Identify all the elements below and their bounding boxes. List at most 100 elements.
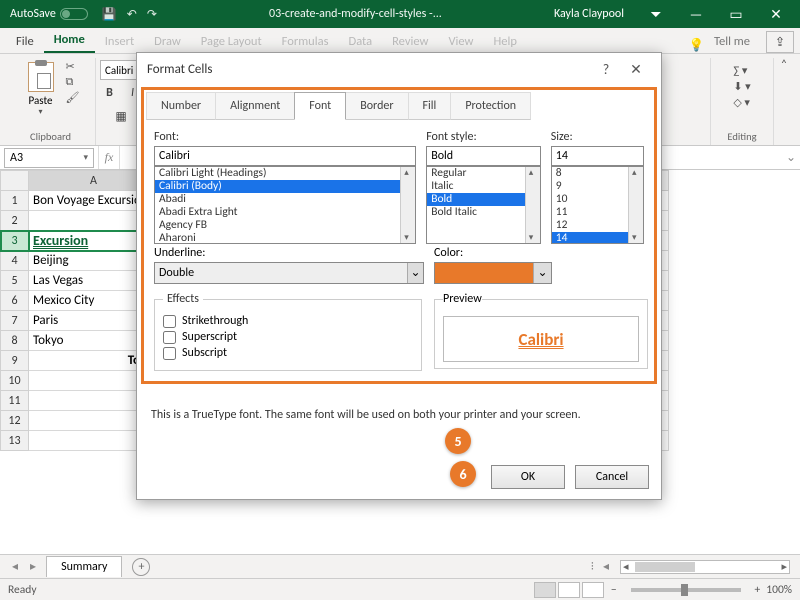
fontstyle-input[interactable] xyxy=(426,146,541,166)
sheet-nav-next-icon[interactable]: ▸ xyxy=(24,559,42,574)
autosave-toggle[interactable] xyxy=(60,8,88,20)
ribbon-options-icon[interactable]: ⏷ xyxy=(636,6,676,23)
row-header[interactable]: 6 xyxy=(1,291,29,311)
font-name-value: Calibri xyxy=(105,64,133,77)
dtab-fill[interactable]: Fill xyxy=(408,92,452,120)
ribbon-collapse-icon[interactable]: ˄ xyxy=(774,58,794,145)
dtab-font[interactable]: Font xyxy=(294,92,346,120)
chevron-down-icon: ⌄ xyxy=(533,263,551,283)
tab-draw[interactable]: Draw xyxy=(144,30,191,53)
horizontal-scrollbar[interactable] xyxy=(620,560,790,574)
maximize-icon[interactable]: ▭ xyxy=(716,6,756,23)
scrollbar[interactable] xyxy=(400,167,415,243)
cancel-button[interactable]: Cancel xyxy=(575,465,649,489)
row-header[interactable]: 2 xyxy=(1,211,29,231)
color-combo[interactable]: ⌄ xyxy=(434,262,552,284)
zoom-out-button[interactable]: − xyxy=(611,583,617,597)
view-pagebreak-icon[interactable] xyxy=(582,582,604,598)
color-label: Color: xyxy=(434,246,648,260)
row-header[interactable]: 3 xyxy=(1,231,29,251)
fontstyle-label: Font style: xyxy=(426,130,541,144)
dialog-close-icon[interactable]: ✕ xyxy=(621,61,651,78)
fx-icon[interactable]: fx xyxy=(98,146,120,169)
list-item[interactable]: Calibri (Body) xyxy=(155,180,415,193)
list-item[interactable]: Aharoni xyxy=(155,232,415,244)
autosum-icon[interactable]: ∑ ▾ xyxy=(733,64,750,77)
tab-view[interactable]: View xyxy=(438,30,483,53)
row-header[interactable]: 8 xyxy=(1,331,29,351)
add-sheet-button[interactable]: + xyxy=(132,558,150,576)
row-header[interactable]: 5 xyxy=(1,271,29,291)
tab-file[interactable]: File xyxy=(6,30,44,53)
tab-formulas[interactable]: Formulas xyxy=(272,30,339,53)
cut-icon[interactable]: ✂ xyxy=(66,60,80,73)
dtab-number[interactable]: Number xyxy=(146,92,216,120)
sheet-tab[interactable]: Summary xyxy=(46,556,122,577)
sheet-split-icon[interactable]: ⁝ ◂ xyxy=(590,559,612,574)
dialog-help-icon[interactable]: ? xyxy=(591,61,621,78)
dtab-protection[interactable]: Protection xyxy=(450,92,531,120)
status-ready: Ready xyxy=(8,583,37,597)
undo-icon[interactable]: ↶ xyxy=(127,7,137,22)
row-header[interactable]: 4 xyxy=(1,251,29,271)
border-button[interactable]: ▦ xyxy=(111,106,131,126)
autosave[interactable]: AutoSave xyxy=(10,7,88,21)
row-header[interactable]: 13 xyxy=(1,431,29,451)
name-box[interactable]: A3▾ xyxy=(4,148,94,168)
size-input[interactable] xyxy=(551,146,644,166)
effects-label: Effects xyxy=(163,292,203,306)
row-header[interactable]: 1 xyxy=(1,191,29,211)
name-box-value: A3 xyxy=(10,151,23,165)
row-header[interactable]: 9 xyxy=(1,351,29,371)
size-listbox[interactable]: 8 9 10 11 12 14 xyxy=(551,166,644,244)
view-pagelayout-icon[interactable] xyxy=(558,582,580,598)
paste-button[interactable]: Paste ▾ xyxy=(22,60,60,117)
dtab-border[interactable]: Border xyxy=(345,92,408,120)
user-name[interactable]: Kayla Claypool xyxy=(554,7,624,21)
title-bar: AutoSave 💾 ↶ ↷ 03-create-and-modify-cell… xyxy=(0,0,800,28)
superscript-checkbox[interactable]: Superscript xyxy=(163,330,413,344)
font-listbox[interactable]: Calibri Light (Headings) Calibri (Body) … xyxy=(154,166,416,244)
fill-icon[interactable]: ⬇ ▾ xyxy=(733,80,750,93)
row-header[interactable]: 12 xyxy=(1,411,29,431)
sheet-nav-prev-icon[interactable]: ◂ xyxy=(6,559,24,574)
row-header[interactable]: 7 xyxy=(1,311,29,331)
tab-insert[interactable]: Insert xyxy=(95,30,144,53)
bold-button[interactable]: B xyxy=(100,83,120,103)
callout-5: 5 xyxy=(445,428,471,454)
tab-review[interactable]: Review xyxy=(382,30,438,53)
tab-home[interactable]: Home xyxy=(44,28,95,53)
formula-expand-icon[interactable]: ⌄ xyxy=(782,150,800,165)
font-input[interactable] xyxy=(154,146,416,166)
select-all-corner[interactable] xyxy=(1,171,29,191)
scrollbar[interactable] xyxy=(628,167,643,243)
scrollbar[interactable] xyxy=(525,167,540,243)
sheet-tab-bar: ◂ ▸ Summary + ⁝ ◂ xyxy=(0,554,800,578)
tab-pagelayout[interactable]: Page Layout xyxy=(191,30,272,53)
underline-combo[interactable]: Double⌄ xyxy=(154,262,424,284)
effects-group: Effects Strikethrough Superscript Subscr… xyxy=(154,292,422,371)
share-button[interactable]: ⇪ xyxy=(766,31,794,53)
zoom-slider[interactable] xyxy=(631,588,741,592)
fontstyle-listbox[interactable]: Regular Italic Bold Bold Italic xyxy=(426,166,541,244)
close-icon[interactable]: ✕ xyxy=(756,6,796,23)
list-item[interactable]: Bold Italic xyxy=(427,206,540,219)
copy-icon[interactable]: ⧉ xyxy=(66,75,80,89)
tab-help[interactable]: Help xyxy=(484,30,527,53)
ok-button[interactable]: OK xyxy=(491,465,565,489)
dtab-alignment[interactable]: Alignment xyxy=(215,92,295,120)
strikethrough-checkbox[interactable]: Strikethrough xyxy=(163,314,413,328)
zoom-in-button[interactable]: + xyxy=(755,583,761,597)
view-normal-icon[interactable] xyxy=(534,582,556,598)
save-icon[interactable]: 💾 xyxy=(102,7,117,22)
tab-data[interactable]: Data xyxy=(339,30,383,53)
status-bar: Ready − + 100% xyxy=(0,578,800,600)
row-header[interactable]: 11 xyxy=(1,391,29,411)
tellme-input[interactable]: Tell me xyxy=(704,30,760,53)
subscript-checkbox[interactable]: Subscript xyxy=(163,346,413,360)
minimize-icon[interactable]: — xyxy=(676,6,716,23)
clear-icon[interactable]: ◇ ▾ xyxy=(733,96,750,109)
row-header[interactable]: 10 xyxy=(1,371,29,391)
format-painter-icon[interactable]: 🖌 xyxy=(66,91,80,104)
redo-icon[interactable]: ↷ xyxy=(147,7,157,22)
